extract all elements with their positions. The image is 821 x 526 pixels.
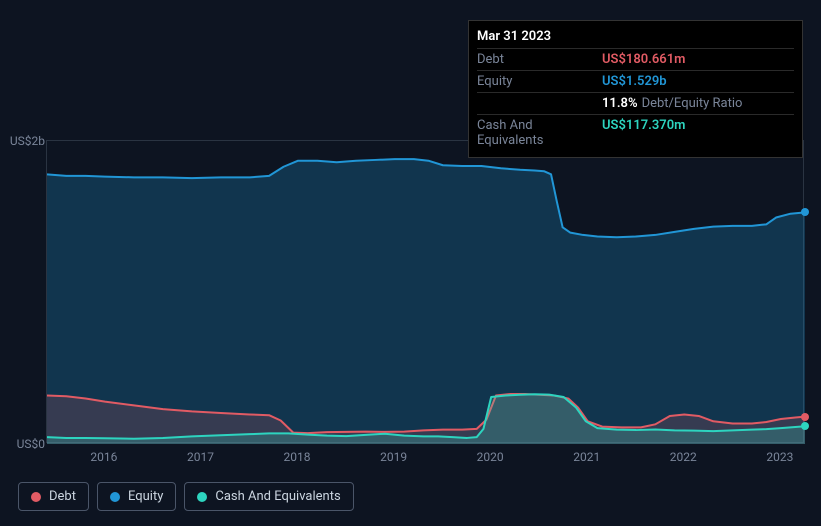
tooltip-key: Debt: [477, 52, 602, 67]
tooltip-value: US$1.529b: [602, 74, 667, 89]
chart-svg: [47, 141, 805, 444]
x-axis-label: 2017: [187, 450, 214, 464]
tooltip-key: Equity: [477, 74, 602, 89]
cash-legend-dot-icon: [197, 492, 207, 502]
equity-end-dot: [801, 208, 809, 216]
tooltip-rows: DebtUS$180.661mEquityUS$1.529b11.8%Debt/…: [477, 48, 794, 151]
legend-item-equity[interactable]: Equity: [97, 482, 176, 511]
legend-item-debt[interactable]: Debt: [18, 482, 89, 511]
tooltip-value: 11.8%Debt/Equity Ratio: [602, 96, 742, 111]
tooltip-key: Cash And Equivalents: [477, 118, 602, 148]
legend-label: Debt: [49, 489, 76, 504]
x-axis-label: 2016: [90, 450, 117, 464]
y-axis-label: US$2b: [10, 134, 45, 148]
chart-plot-area[interactable]: US$0US$2b: [46, 140, 804, 443]
tooltip-key: [477, 96, 602, 111]
tooltip-value: US$180.661m: [602, 52, 685, 67]
legend-label: Equity: [128, 489, 163, 504]
debt-end-dot: [801, 413, 809, 421]
cash-end-dot: [801, 422, 809, 430]
tooltip-row: EquityUS$1.529b: [477, 70, 794, 92]
tooltip-date: Mar 31 2023: [477, 27, 794, 48]
x-axis-label: 2022: [670, 450, 697, 464]
legend-item-cash[interactable]: Cash And Equivalents: [184, 482, 353, 511]
y-axis-label: US$0: [17, 437, 45, 451]
tooltip-row: Cash And EquivalentsUS$117.370m: [477, 114, 794, 151]
debt-legend-dot-icon: [31, 492, 41, 502]
x-axis-label: 2020: [477, 450, 504, 464]
legend-label: Cash And Equivalents: [215, 489, 340, 504]
tooltip-suffix: Debt/Equity Ratio: [642, 96, 743, 111]
equity-legend-dot-icon: [110, 492, 120, 502]
tooltip-row: 11.8%Debt/Equity Ratio: [477, 92, 794, 114]
tooltip-value: US$117.370m: [602, 118, 685, 148]
x-axis-label: 2019: [380, 450, 407, 464]
equity-area: [47, 159, 805, 444]
x-axis-label: 2023: [766, 450, 793, 464]
x-axis-label: 2021: [573, 450, 600, 464]
x-axis-label: 2018: [284, 450, 311, 464]
chart-tooltip: Mar 31 2023 DebtUS$180.661mEquityUS$1.52…: [468, 20, 803, 158]
tooltip-row: DebtUS$180.661m: [477, 48, 794, 70]
chart-legend: Debt Equity Cash And Equivalents: [18, 482, 354, 511]
